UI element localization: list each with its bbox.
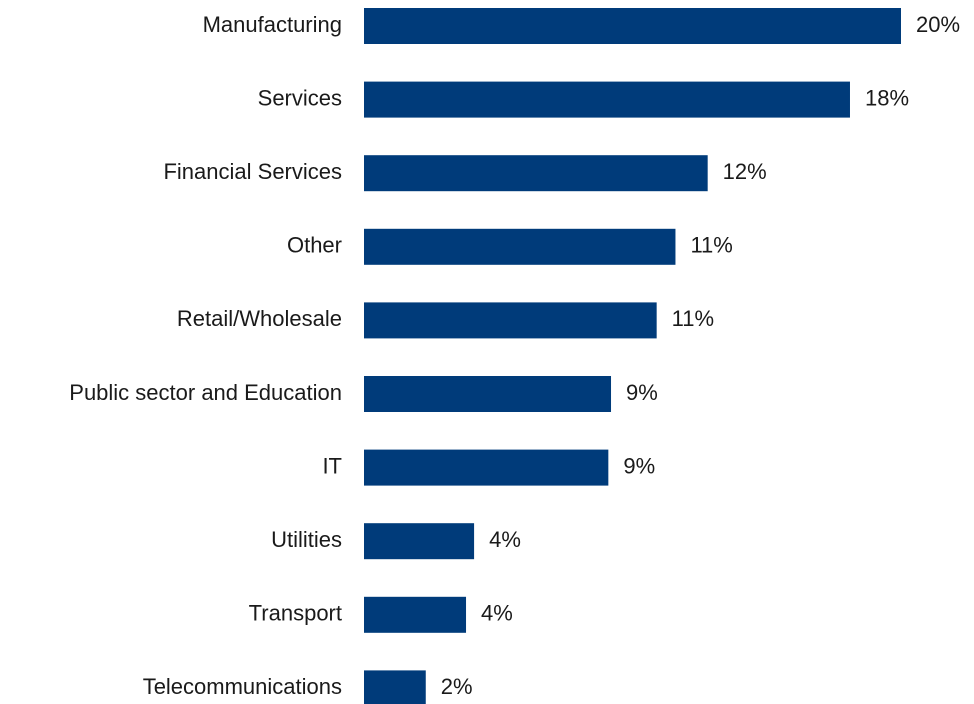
category-label: Transport — [249, 601, 342, 626]
category-label: Manufacturing — [203, 12, 342, 37]
category-label: IT — [322, 453, 342, 478]
category-label: Public sector and Education — [69, 380, 342, 405]
bar — [364, 81, 850, 118]
value-label: 20% — [916, 12, 960, 37]
value-label: 18% — [865, 85, 909, 110]
value-label: 12% — [723, 159, 767, 184]
bar — [364, 302, 657, 339]
bar — [364, 523, 475, 560]
bar — [364, 228, 676, 265]
category-label: Telecommunications — [143, 674, 342, 699]
bar — [364, 596, 467, 633]
value-label: 11% — [690, 233, 732, 258]
category-label: Retail/Wholesale — [177, 306, 342, 331]
category-label: Utilities — [271, 527, 342, 552]
value-label: 11% — [672, 306, 714, 331]
bar — [364, 449, 609, 486]
value-label: 9% — [626, 380, 658, 405]
bar — [364, 8, 901, 44]
value-label: 2% — [441, 674, 473, 699]
category-label: Financial Services — [163, 159, 342, 184]
category-label: Other — [287, 233, 342, 258]
bar — [364, 670, 426, 704]
value-label: 9% — [623, 453, 655, 478]
category-label: Services — [258, 85, 342, 110]
value-label: 4% — [481, 601, 513, 626]
bar — [364, 376, 612, 412]
bar — [364, 155, 708, 192]
value-label: 4% — [489, 527, 521, 552]
